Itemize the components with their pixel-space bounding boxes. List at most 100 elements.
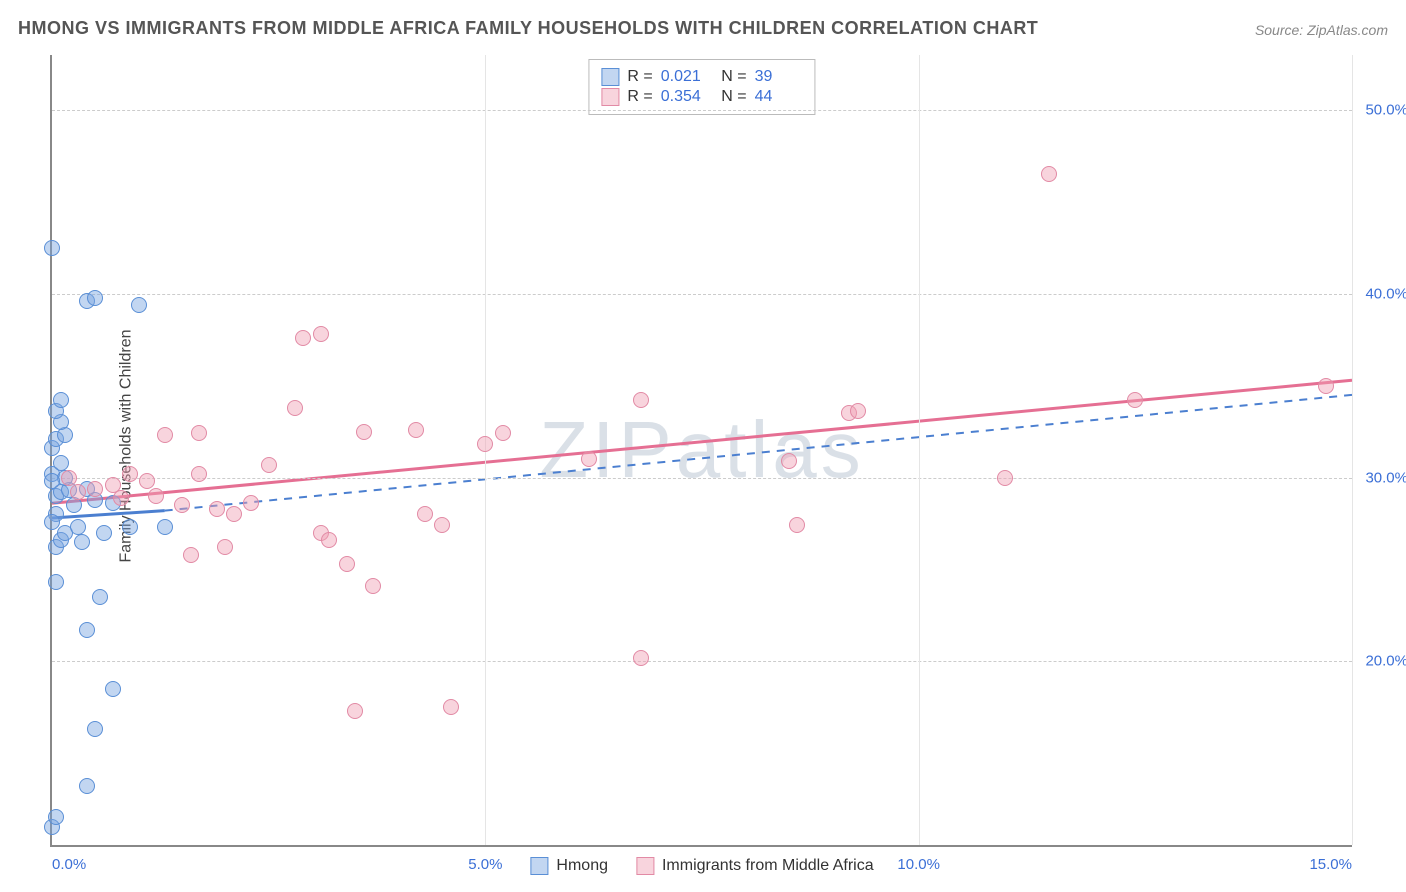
data-point [70, 484, 86, 500]
data-point [87, 721, 103, 737]
data-point [148, 488, 164, 504]
data-point [157, 519, 173, 535]
data-point [217, 539, 233, 555]
data-point [191, 466, 207, 482]
data-point [633, 392, 649, 408]
r-value: 0.021 [661, 68, 709, 86]
data-point [321, 532, 337, 548]
data-point [53, 392, 69, 408]
data-point [789, 517, 805, 533]
trend-lines-layer [52, 55, 1352, 845]
data-point [477, 436, 493, 452]
data-point [122, 466, 138, 482]
n-value: 39 [755, 68, 803, 86]
data-point [287, 400, 303, 416]
data-point [44, 240, 60, 256]
data-point [633, 650, 649, 666]
data-point [74, 534, 90, 550]
data-point [850, 403, 866, 419]
data-point [191, 425, 207, 441]
data-point [48, 809, 64, 825]
data-point [96, 525, 112, 541]
data-point [44, 514, 60, 530]
data-point [53, 455, 69, 471]
data-point [87, 481, 103, 497]
data-point [295, 330, 311, 346]
data-point [997, 470, 1013, 486]
data-point [131, 297, 147, 313]
data-point [339, 556, 355, 572]
gridline-h [52, 478, 1352, 479]
legend-label: Immigrants from Middle Africa [662, 857, 874, 875]
data-point [139, 473, 155, 489]
data-point [44, 473, 60, 489]
data-point [434, 517, 450, 533]
data-point [417, 506, 433, 522]
data-point [48, 574, 64, 590]
y-tick-label: 20.0% [1365, 653, 1406, 670]
x-tick-label: 5.0% [468, 856, 502, 873]
x-tick-label: 15.0% [1309, 856, 1352, 873]
gridline-v [919, 55, 920, 845]
data-point [1041, 166, 1057, 182]
data-point [356, 424, 372, 440]
gridline-h [52, 110, 1352, 111]
data-point [365, 578, 381, 594]
stats-row: R = 0.021 N = 39 [601, 68, 802, 86]
y-tick-label: 50.0% [1365, 102, 1406, 119]
legend-item: Hmong [530, 857, 608, 875]
data-point [495, 425, 511, 441]
plot-area: ZIPatlas R =0.021 N =39R =0.354 N =44 Hm… [50, 55, 1352, 847]
data-point [79, 778, 95, 794]
data-point [581, 451, 597, 467]
r-label: R = [627, 88, 652, 106]
legend-label: Hmong [556, 857, 608, 875]
data-point [1127, 392, 1143, 408]
data-point [70, 519, 86, 535]
data-point [443, 699, 459, 715]
data-point [174, 497, 190, 513]
data-point [261, 457, 277, 473]
data-point [92, 589, 108, 605]
data-point [226, 506, 242, 522]
gridline-v [1352, 55, 1353, 845]
stats-legend-box: R = 0.021 N = 39 R = 0.354 N = 44 [588, 59, 815, 115]
x-tick-label: 0.0% [52, 856, 86, 873]
data-point [209, 501, 225, 517]
stats-row: R = 0.354 N = 44 [601, 88, 802, 106]
legend-swatch [530, 857, 548, 875]
n-label: N = [717, 88, 747, 106]
legend-swatch [601, 88, 619, 106]
series-legend: Hmong Immigrants from Middle Africa [530, 857, 873, 875]
r-value: 0.354 [661, 88, 709, 106]
chart-container: HMONG VS IMMIGRANTS FROM MIDDLE AFRICA F… [0, 0, 1406, 892]
n-value: 44 [755, 88, 803, 106]
data-point [87, 290, 103, 306]
gridline-h [52, 661, 1352, 662]
data-point [781, 453, 797, 469]
data-point [243, 495, 259, 511]
data-point [408, 422, 424, 438]
gridline-h [52, 294, 1352, 295]
source-label: Source: ZipAtlas.com [1255, 22, 1388, 38]
data-point [347, 703, 363, 719]
watermark: ZIPatlas [539, 404, 864, 496]
data-point [1318, 378, 1334, 394]
data-point [61, 470, 77, 486]
y-tick-label: 40.0% [1365, 285, 1406, 302]
r-label: R = [627, 68, 652, 86]
data-point [105, 681, 121, 697]
legend-item: Immigrants from Middle Africa [636, 857, 874, 875]
legend-swatch [601, 68, 619, 86]
n-label: N = [717, 68, 747, 86]
x-tick-label: 10.0% [897, 856, 940, 873]
data-point [313, 326, 329, 342]
chart-title: HMONG VS IMMIGRANTS FROM MIDDLE AFRICA F… [18, 18, 1038, 39]
data-point [157, 427, 173, 443]
data-point [122, 519, 138, 535]
data-point [113, 490, 129, 506]
legend-swatch [636, 857, 654, 875]
data-point [183, 547, 199, 563]
data-point [79, 622, 95, 638]
y-tick-label: 30.0% [1365, 469, 1406, 486]
